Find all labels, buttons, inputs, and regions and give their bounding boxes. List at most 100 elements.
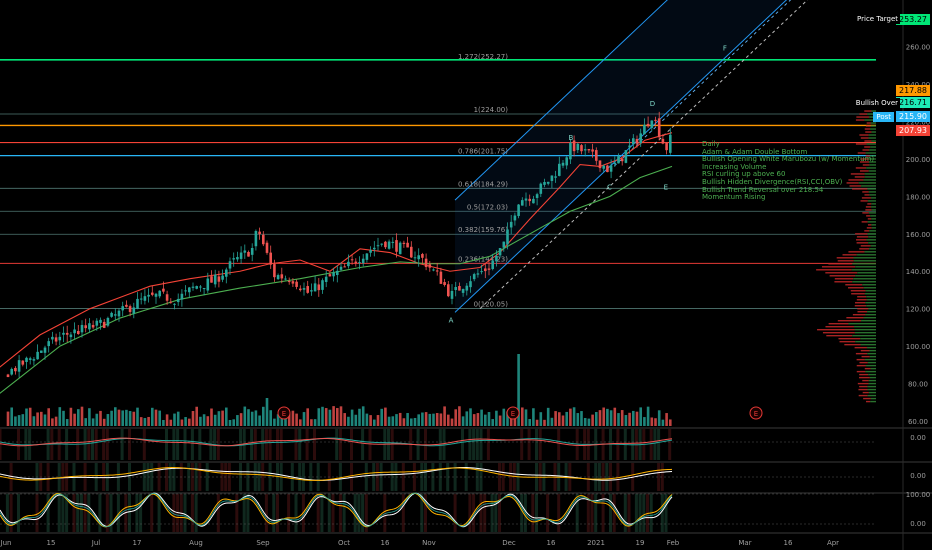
pane-band [242, 494, 246, 532]
volume-bar [350, 409, 354, 426]
volume-bar [295, 413, 298, 426]
volume-profile-bar [868, 308, 876, 310]
candle-body [643, 124, 646, 135]
fib-label: 0.382(159.76) [458, 226, 508, 234]
volume-profile-bar [857, 296, 867, 298]
volume-profile-bar [859, 248, 870, 250]
candle-body [554, 176, 557, 178]
volume-profile-bar [867, 188, 876, 190]
volume-profile-bar [871, 224, 876, 226]
candle-body [543, 182, 546, 185]
pane-band [235, 494, 239, 532]
volume-profile-bar [868, 382, 876, 385]
pane-band [205, 463, 209, 491]
volume-profile-bar [855, 275, 876, 277]
volume-bar [132, 411, 136, 426]
candle-body [225, 269, 228, 277]
volume-profile-bar [855, 167, 867, 169]
candle-body [606, 165, 609, 173]
volume-profile-bar [870, 122, 876, 124]
pane-band [72, 494, 76, 532]
candle-body [121, 306, 124, 311]
pane-band [316, 463, 320, 491]
volume-profile-bar [858, 388, 868, 391]
price-tag-label: Post [873, 111, 894, 122]
volume-bar [550, 417, 554, 426]
volume-profile-bar [854, 305, 867, 307]
pane-band [190, 494, 194, 532]
pane-band [420, 494, 424, 532]
x-tick-label: 15 [47, 539, 56, 547]
volume-profile-bar [867, 352, 876, 355]
candle-body [339, 266, 343, 270]
volume-bar [36, 412, 39, 426]
pane-band [268, 429, 272, 460]
pane-band [634, 494, 638, 532]
candle-body [306, 286, 309, 293]
candle-body [561, 162, 565, 166]
volume-bar [432, 413, 435, 426]
pane-band [657, 463, 661, 491]
volume-profile-bar [839, 340, 856, 343]
candle-body [628, 145, 631, 148]
candle-body [6, 374, 10, 378]
candle-body [646, 123, 650, 127]
note-item: RSI curling up above 60 [702, 170, 786, 179]
volume-profile-bar [853, 257, 876, 259]
pane-band [150, 463, 154, 491]
volume-bar [184, 417, 187, 426]
volume-profile-bar [862, 391, 869, 394]
volume-bar [95, 413, 99, 426]
volume-profile-bar [858, 182, 876, 184]
volume-bar [587, 418, 591, 426]
candle-body [10, 368, 13, 375]
earnings-label: E [754, 410, 758, 418]
volume-bar [84, 418, 87, 426]
volume-bar [339, 406, 343, 426]
candle-body [313, 283, 317, 292]
candle-body [620, 158, 624, 162]
volume-profile-bar [859, 361, 868, 364]
analysis-notes: Daily Adam & Adam Double Bottom Bullish … [702, 140, 874, 202]
volume-bar [650, 417, 654, 426]
pane-band [468, 494, 472, 532]
pane-band [287, 494, 291, 532]
volume-bar [398, 412, 402, 426]
x-tick-label: 2021 [587, 539, 605, 547]
candle-body [365, 253, 369, 260]
candle-body [347, 261, 350, 267]
volume-bar [595, 412, 598, 426]
volume-bar [628, 412, 631, 426]
candle-body [188, 287, 191, 293]
volume-bar [280, 417, 284, 426]
pattern-point-label: C [607, 184, 612, 192]
candle-body [369, 249, 372, 253]
pane-band [483, 494, 487, 532]
volume-bar [535, 419, 539, 426]
volume-profile-bar [866, 296, 876, 298]
volume-profile-bar [860, 349, 870, 352]
candle-body [487, 268, 491, 270]
volume-profile-bar [821, 266, 856, 268]
volume-bar [598, 410, 602, 426]
volume-profile-bar [868, 191, 876, 193]
candle-body [539, 183, 543, 194]
volume-bar [136, 407, 139, 426]
pane-band [9, 494, 13, 532]
note-item: Bullish Trend Reversal over 218.54 [702, 185, 824, 194]
volume-profile-bar [856, 358, 865, 361]
volume-bar [528, 419, 531, 426]
macd-signal-line [0, 437, 673, 447]
pane-band [94, 429, 98, 460]
volume-profile-bar [852, 188, 868, 190]
volume-profile-bar [846, 317, 864, 319]
volume-bar [484, 414, 487, 426]
candle-body [513, 215, 517, 221]
volume-bar [158, 410, 161, 426]
pane-band [338, 494, 342, 532]
pane-band [361, 494, 365, 532]
candle-body [295, 281, 298, 287]
candle-body [650, 120, 654, 128]
fib-label: 1(224.00) [474, 106, 509, 114]
